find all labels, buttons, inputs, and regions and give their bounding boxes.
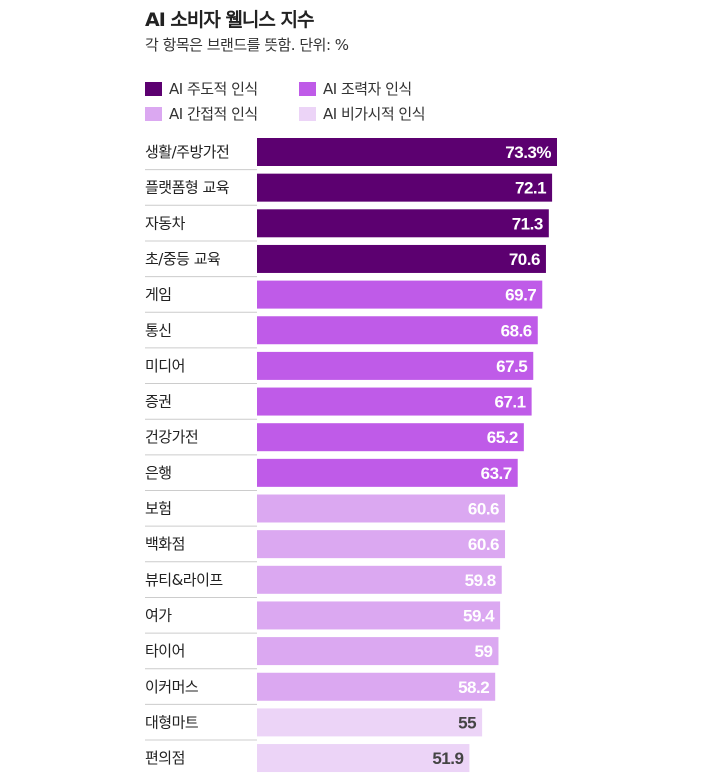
category-label: 백화점 bbox=[145, 535, 185, 553]
bar bbox=[257, 280, 543, 309]
legend-label: AI 조력자 인식 bbox=[323, 80, 412, 98]
legend-item: AI 주도적 인식 bbox=[145, 78, 258, 99]
bar bbox=[257, 744, 470, 773]
bar bbox=[257, 458, 518, 487]
legend-item: AI 비가시적 인식 bbox=[299, 103, 426, 124]
legend-label: AI 비가시적 인식 bbox=[323, 105, 426, 123]
value-label: 72.1 bbox=[515, 179, 546, 198]
value-label: 73.3% bbox=[505, 143, 551, 162]
category-label: 보험 bbox=[145, 500, 172, 518]
legend-swatch bbox=[145, 81, 162, 96]
category-label: 자동차 bbox=[145, 214, 186, 232]
category-label: 건강가전 bbox=[145, 428, 198, 446]
category-label: 생활/주방가전 bbox=[145, 143, 229, 161]
bar bbox=[257, 423, 524, 452]
bar bbox=[257, 494, 506, 523]
value-label: 58.2 bbox=[458, 678, 489, 697]
bar bbox=[257, 708, 483, 737]
value-label: 70.6 bbox=[509, 250, 540, 269]
bar bbox=[257, 637, 499, 666]
category-label: 여가 bbox=[145, 606, 172, 624]
legend-item: AI 조력자 인식 bbox=[299, 78, 412, 99]
bar bbox=[257, 244, 546, 273]
category-label: 통신 bbox=[145, 321, 172, 339]
category-label: 타이어 bbox=[145, 642, 185, 660]
bar bbox=[257, 351, 534, 380]
legend-swatch bbox=[299, 81, 316, 96]
legend-swatch bbox=[145, 106, 162, 121]
bar bbox=[257, 316, 538, 345]
value-label: 59.4 bbox=[463, 606, 495, 625]
value-label: 65.2 bbox=[487, 428, 518, 447]
legend-item: AI 간접적 인식 bbox=[145, 103, 258, 124]
value-label: 60.6 bbox=[468, 535, 499, 554]
bar bbox=[257, 387, 532, 416]
value-label: 59 bbox=[475, 642, 493, 661]
category-label: 플랫폼형 교육 bbox=[145, 179, 229, 197]
bar bbox=[257, 138, 557, 166]
bar bbox=[257, 173, 553, 202]
category-label: 뷰티&라이프 bbox=[145, 571, 223, 589]
category-label: 대형마트 bbox=[145, 713, 199, 731]
value-label: 71.3 bbox=[512, 214, 543, 233]
chart-title: AI 소비자 웰니스 지수 bbox=[145, 9, 314, 31]
category-label: 은행 bbox=[145, 464, 172, 482]
value-label: 69.7 bbox=[505, 286, 536, 305]
bar bbox=[257, 530, 506, 559]
value-label: 68.6 bbox=[501, 321, 532, 340]
category-label: 편의점 bbox=[145, 749, 185, 767]
value-label: 55 bbox=[458, 713, 476, 732]
value-label: 67.5 bbox=[496, 357, 527, 376]
legend-label: AI 간접적 인식 bbox=[169, 105, 258, 123]
value-label: 51.9 bbox=[432, 749, 463, 768]
value-label: 59.8 bbox=[465, 571, 496, 590]
bar bbox=[257, 601, 501, 630]
legend-swatch bbox=[299, 106, 316, 121]
value-label: 60.6 bbox=[468, 500, 499, 519]
category-label: 증권 bbox=[145, 393, 172, 411]
value-label: 67.1 bbox=[495, 393, 526, 412]
category-label: 게임 bbox=[145, 286, 172, 304]
bar bbox=[257, 672, 496, 701]
category-label: 이커머스 bbox=[145, 678, 199, 696]
chart-subtitle: 각 항목은 브랜드를 뜻함. 단위: % bbox=[145, 36, 349, 54]
value-label: 63.7 bbox=[481, 464, 512, 483]
legend-label: AI 주도적 인식 bbox=[169, 80, 258, 98]
category-label: 미디어 bbox=[145, 357, 185, 375]
bar bbox=[257, 565, 502, 594]
category-label: 초/중등 교육 bbox=[145, 250, 220, 268]
bar bbox=[257, 209, 549, 238]
